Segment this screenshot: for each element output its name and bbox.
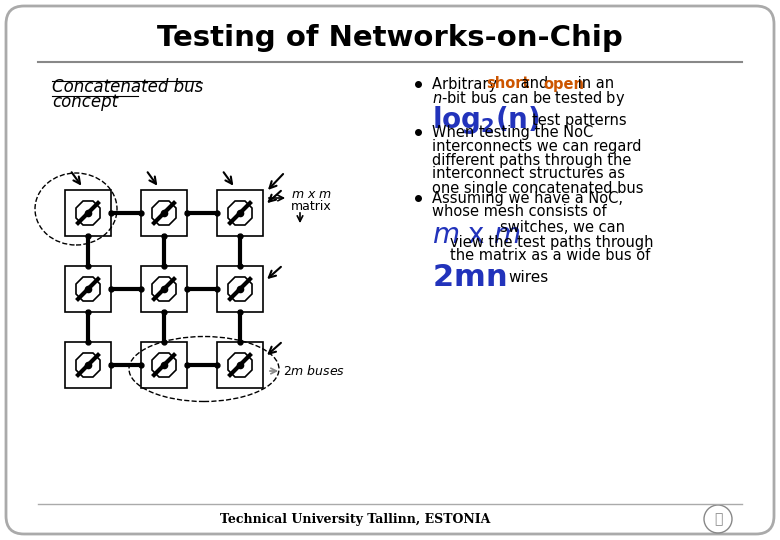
Bar (217, 266, 263, 312)
Text: Testing of Networks-on-Chip: Testing of Networks-on-Chip (157, 24, 623, 52)
Text: Technical University Tallinn, ESTONIA: Technical University Tallinn, ESTONIA (220, 512, 490, 525)
Bar (65, 342, 111, 388)
Bar (65, 190, 111, 236)
Text: wires: wires (508, 271, 548, 286)
Bar (141, 266, 187, 312)
Text: $\mathbf{2mn}$: $\mathbf{2mn}$ (432, 264, 506, 293)
Text: When testing the NoC: When testing the NoC (432, 125, 594, 139)
FancyBboxPatch shape (6, 6, 774, 534)
Text: ⛨: ⛨ (714, 512, 722, 526)
Bar (217, 190, 263, 236)
Text: in an: in an (573, 77, 614, 91)
Text: $\mathbf{\mathit{m}}$ x $\mathbf{\mathit{m}}$: $\mathbf{\mathit{m}}$ x $\mathbf{\mathit… (432, 221, 520, 249)
Bar (217, 342, 263, 388)
Text: Assuming we have a NoC,: Assuming we have a NoC, (432, 191, 623, 206)
Text: open: open (543, 77, 584, 91)
Text: interconnect structures as: interconnect structures as (432, 166, 625, 181)
Text: $\mathbf{log_2(n)}$: $\mathbf{log_2(n)}$ (432, 104, 540, 136)
Bar (141, 190, 187, 236)
Text: whose mesh consists of: whose mesh consists of (432, 205, 607, 219)
Text: different paths through the: different paths through the (432, 152, 631, 167)
Text: concept: concept (52, 93, 118, 111)
Text: test patterns: test patterns (532, 112, 626, 127)
Text: the matrix as a wide bus of: the matrix as a wide bus of (450, 248, 651, 264)
Text: $m$ x $m$: $m$ x $m$ (291, 187, 332, 200)
Text: one single concatenated bus: one single concatenated bus (432, 180, 644, 195)
Text: and: and (516, 77, 553, 91)
Bar (141, 342, 187, 388)
Bar (65, 266, 111, 312)
Text: switches, we can: switches, we can (500, 220, 625, 235)
Text: view the test paths through: view the test paths through (450, 234, 654, 249)
Text: short: short (486, 77, 530, 91)
Text: matrix: matrix (291, 200, 332, 213)
Text: Arbitrary: Arbitrary (432, 77, 502, 91)
Text: $n$-bit bus can be tested by: $n$-bit bus can be tested by (432, 89, 626, 107)
Text: $2m$ buses: $2m$ buses (283, 364, 346, 378)
Text: Concatenated bus: Concatenated bus (52, 78, 204, 96)
Text: interconnects we can regard: interconnects we can regard (432, 138, 641, 153)
